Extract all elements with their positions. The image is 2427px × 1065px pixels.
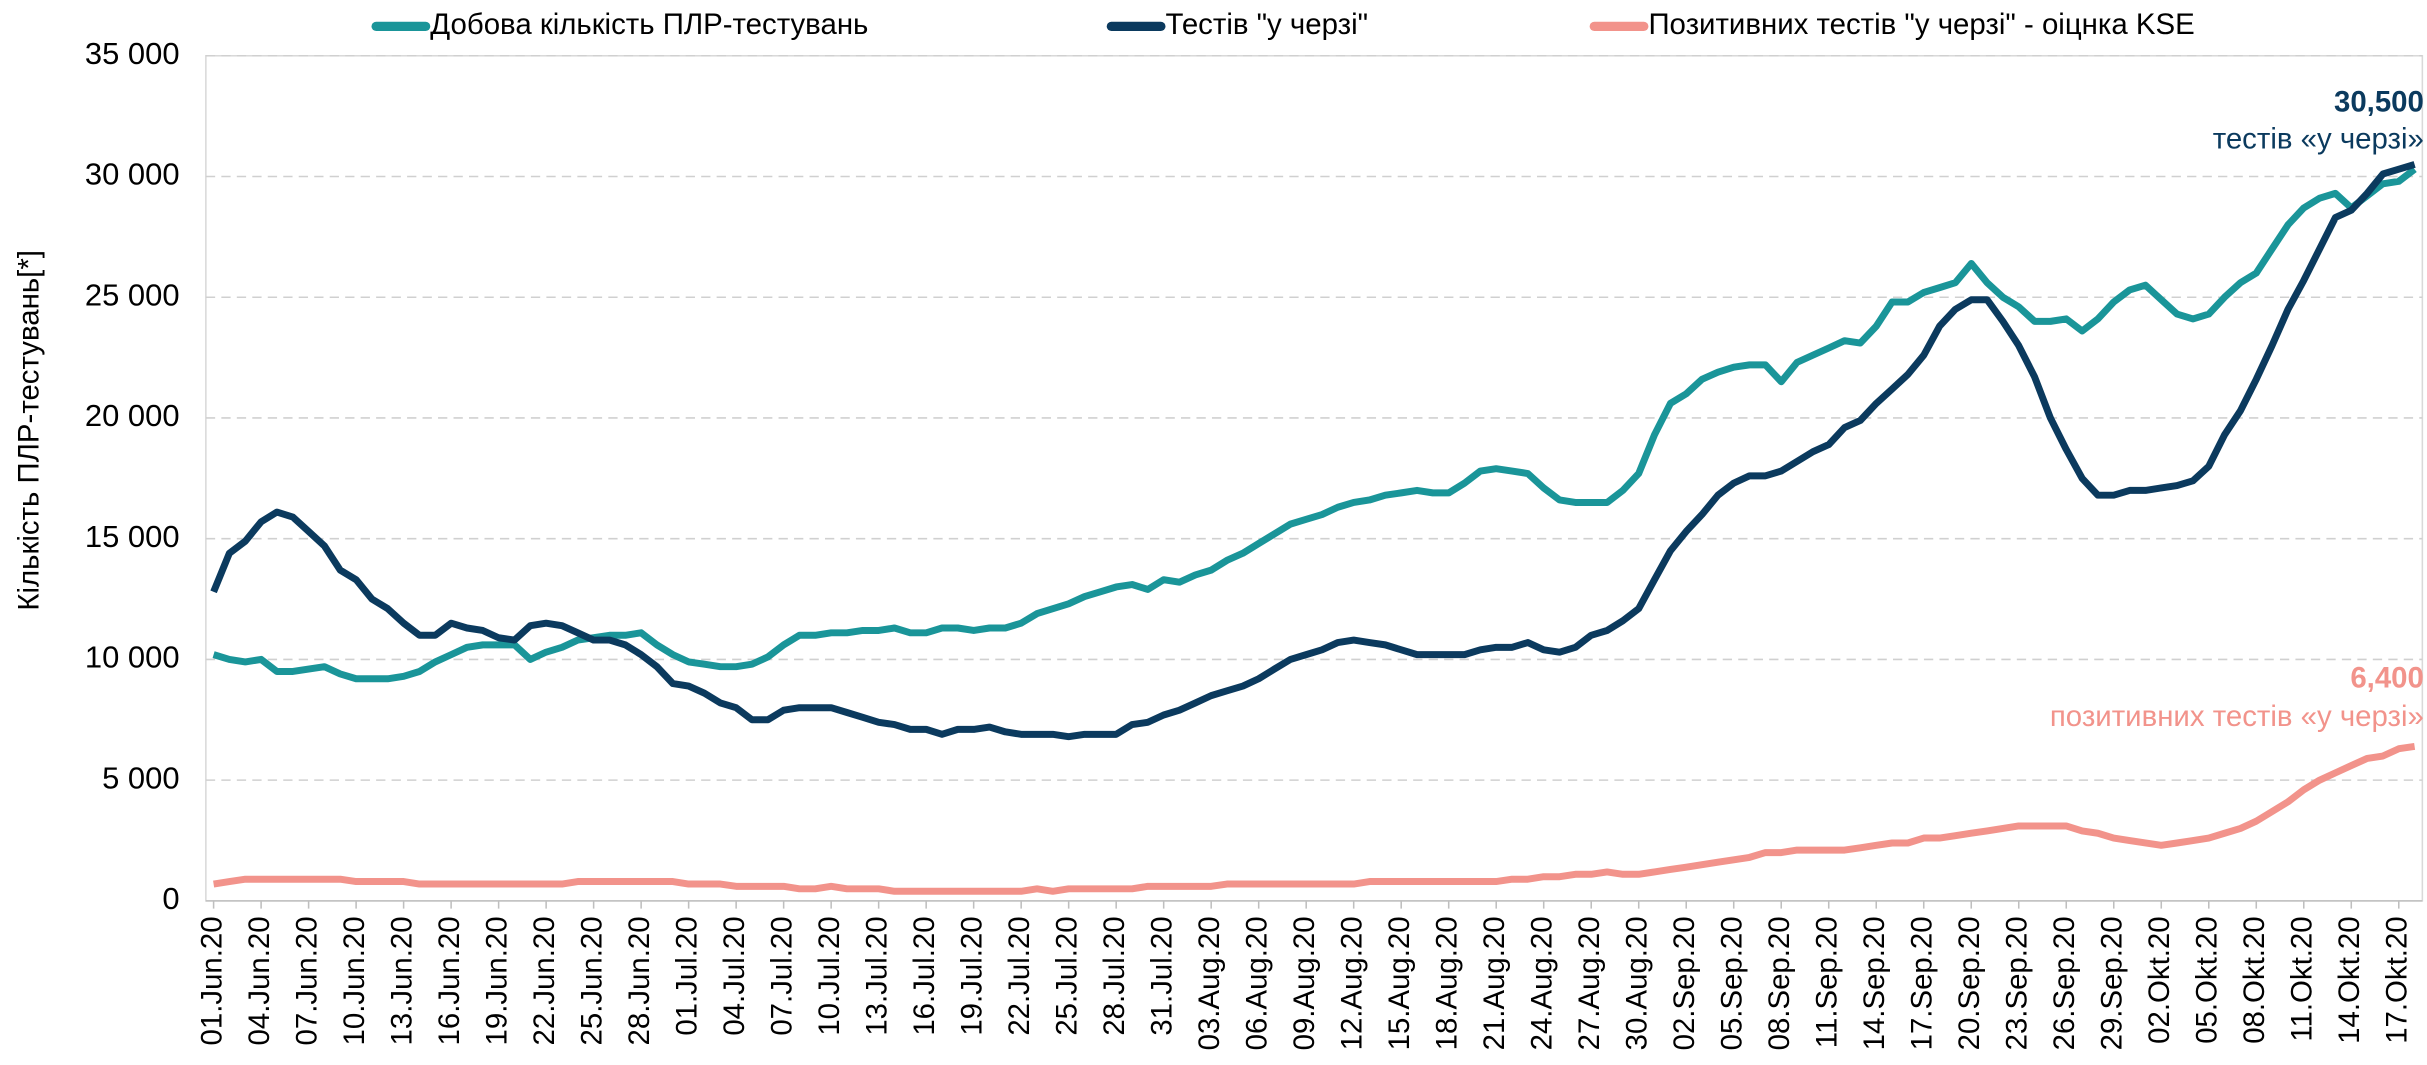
y-tick-label: 5 000 — [102, 760, 179, 795]
x-tick-label: 11.Okt.20 — [2286, 916, 2319, 1041]
legend-label: Добова кількість ПЛР-тестувань — [430, 8, 868, 41]
x-tick-label: 13.Jul.20 — [860, 916, 893, 1035]
x-tick-label: 25.Jul.20 — [1050, 916, 1083, 1035]
legend-label: Тестів "у черзі" — [1166, 8, 1369, 41]
x-tick-label: 03.Aug.20 — [1193, 916, 1226, 1050]
x-tick-label: 10.Jun.20 — [338, 916, 371, 1045]
plot-frame — [205, 54, 2424, 902]
x-tick-label: 10.Jul.20 — [813, 916, 846, 1035]
x-tick-label: 31.Jul.20 — [1145, 916, 1178, 1035]
y-tick-label: 30 000 — [85, 157, 180, 192]
x-tick-label: 04.Jul.20 — [718, 916, 751, 1035]
series-line — [213, 742, 2416, 895]
x-tick-label: 20.Sep.20 — [1953, 916, 1986, 1050]
x-tick-label: 17.Okt.20 — [2381, 916, 2414, 1043]
x-tick-label: 09.Aug.20 — [1288, 916, 1321, 1050]
x-tick-label: 26.Sep.20 — [2048, 916, 2081, 1050]
x-tick-label: 25.Jun.20 — [575, 916, 608, 1045]
x-tick-label: 18.Aug.20 — [1430, 916, 1463, 1050]
x-tick-label: 01.Jul.20 — [670, 916, 703, 1035]
annotation-value: 30,500 — [2334, 86, 2424, 119]
x-tick-label: 16.Jun.20 — [433, 916, 466, 1045]
y-tick-label: 15 000 — [85, 519, 180, 554]
y-axis-label: Кількість ПЛР-тестувань[*] — [13, 250, 46, 611]
y-tick-label: 25 000 — [85, 277, 180, 312]
x-tick-label: 01.Jun.20 — [195, 916, 228, 1045]
x-tick-label: 05.Sep.20 — [1715, 916, 1748, 1050]
x-tick-label: 24.Aug.20 — [1525, 916, 1558, 1050]
annotation-value: 6,400 — [2350, 661, 2424, 694]
x-tick-label: 28.Jun.20 — [623, 916, 656, 1045]
x-tick-label: 16.Jul.20 — [908, 916, 941, 1035]
x-tick-label: 21.Aug.20 — [1478, 916, 1511, 1050]
x-tick-label: 29.Sep.20 — [2096, 916, 2129, 1050]
x-tick-label: 12.Aug.20 — [1335, 916, 1368, 1050]
x-tick-label: 22.Jul.20 — [1003, 916, 1036, 1035]
x-tick-label: 30.Aug.20 — [1620, 916, 1653, 1050]
y-tick-label: 0 — [162, 881, 179, 916]
x-tick-label: 17.Sep.20 — [1906, 916, 1939, 1050]
x-tick-label: 23.Sep.20 — [2001, 916, 2034, 1050]
x-tick-label: 19.Jun.20 — [480, 916, 513, 1045]
annotation-text: позитивних тестів «у черзі» — [2050, 700, 2424, 733]
y-tick-label: 35 000 — [85, 36, 180, 71]
x-tick-label: 04.Jun.20 — [243, 916, 276, 1045]
series-line — [212, 166, 2417, 683]
x-tick-label: 07.Jun.20 — [290, 916, 323, 1045]
x-tick-label: 05.Okt.20 — [2191, 916, 2224, 1043]
x-tick-label: 08.Okt.20 — [2238, 916, 2271, 1043]
x-tick-label: 14.Okt.20 — [2333, 916, 2366, 1043]
annotation-text: тестів «у черзі» — [2213, 123, 2424, 156]
x-tick-label: 11.Sep.20 — [1811, 916, 1844, 1048]
x-tick-label: 27.Aug.20 — [1573, 916, 1606, 1050]
x-tick-label: 14.Sep.20 — [1858, 916, 1891, 1050]
x-tick-label: 06.Aug.20 — [1240, 916, 1273, 1050]
x-tick-label: 13.Jun.20 — [385, 916, 418, 1045]
x-tick-label: 22.Jun.20 — [528, 916, 561, 1045]
x-tick-label: 15.Aug.20 — [1383, 916, 1416, 1050]
y-tick-label: 10 000 — [85, 640, 180, 675]
series-line — [210, 161, 2416, 741]
x-tick-label: 07.Jul.20 — [765, 916, 798, 1035]
legend-label: Позитивних тестів "у черзі" - оіцнка KSE — [1648, 8, 2194, 41]
x-tick-label: 02.Okt.20 — [2143, 916, 2176, 1043]
x-tick-label: 28.Jul.20 — [1098, 916, 1131, 1035]
y-tick-label: 20 000 — [85, 398, 180, 433]
x-tick-label: 02.Sep.20 — [1668, 916, 1701, 1050]
x-tick-label: 08.Sep.20 — [1763, 916, 1796, 1050]
x-tick-label: 19.Jul.20 — [955, 916, 988, 1035]
